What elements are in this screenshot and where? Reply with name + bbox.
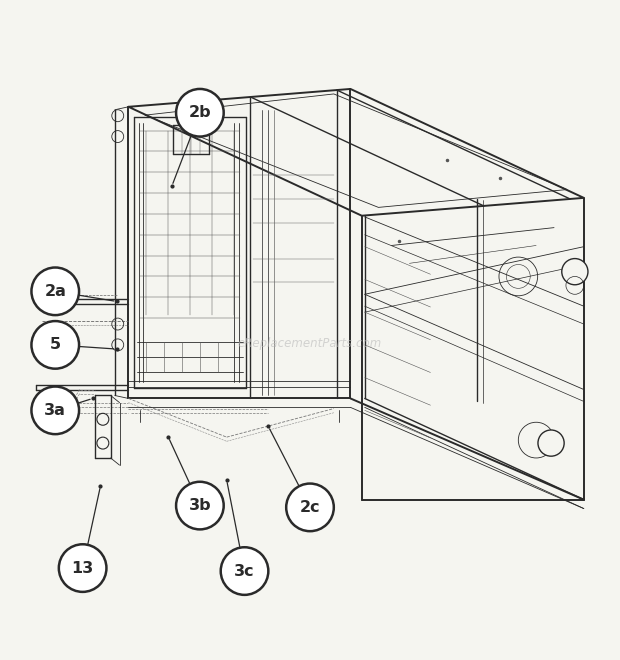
Circle shape	[176, 482, 224, 529]
Circle shape	[286, 484, 334, 531]
Text: 3b: 3b	[188, 498, 211, 513]
Text: 3c: 3c	[234, 564, 255, 579]
Circle shape	[32, 321, 79, 369]
Circle shape	[176, 89, 224, 137]
Text: 2c: 2c	[299, 500, 321, 515]
Text: eReplacementParts.com: eReplacementParts.com	[238, 337, 382, 350]
Circle shape	[562, 259, 588, 284]
Text: 2a: 2a	[44, 284, 66, 299]
Text: 2b: 2b	[188, 105, 211, 120]
Circle shape	[59, 544, 107, 592]
Text: 3a: 3a	[44, 403, 66, 418]
Circle shape	[221, 547, 268, 595]
Text: 5: 5	[50, 337, 61, 352]
Text: 13: 13	[71, 560, 94, 576]
Circle shape	[32, 387, 79, 434]
Circle shape	[32, 267, 79, 315]
Circle shape	[538, 430, 564, 456]
